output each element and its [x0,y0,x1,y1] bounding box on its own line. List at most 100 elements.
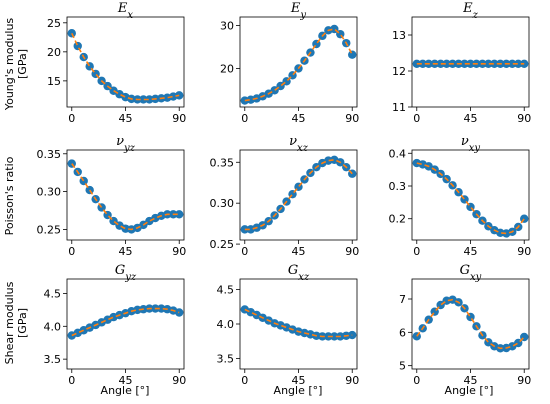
y-tick-label: 12 [392,65,406,78]
x-tick-label: 0 [413,374,420,387]
data-point [175,210,184,219]
panel-nu-xz: νxz 0 45 90 0.25 0.30 0.35 [210,134,360,258]
data-point [67,29,76,38]
x-tick-label: 45 [119,112,133,125]
data-point [348,330,357,340]
y-tick-label: 5 [399,360,406,373]
data-point [175,308,184,317]
panel-e-z: Ez 0 45 90 11 12 13 [392,1,531,125]
panel-nu-yz: νyz 0 45 90 0.25 0.30 0.35 [37,134,187,258]
y-tick-label: 0.3 [389,180,407,193]
y-tick-label: 0.35 [210,156,235,169]
y-tick-label: 20 [47,46,61,59]
series-line [244,308,353,338]
data-point [412,59,421,68]
x-tick-label: 90 [172,245,186,258]
x-tick-label: 90 [517,374,531,387]
y-tick-label: 4.5 [44,287,62,300]
data-point [139,95,148,104]
x-tick-label: 90 [345,374,359,387]
x-tick-label: 90 [517,245,531,258]
panel-g-xz: Gxz 0 45 90 3.5 4.0 4.5 [217,263,360,387]
y-tick-label: 0.25 [37,223,62,236]
panel-e-y: Ey 0 45 90 20 30 [220,1,359,125]
x-tick-label: 90 [172,112,186,125]
row-label-shear-line1: Shear modulus [3,281,16,364]
data-point [73,41,82,51]
y-tick-label: 6 [399,326,406,339]
series-line [416,162,525,235]
x-tick-label: 45 [464,245,478,258]
row-label-young-line2: [GPa] [16,49,29,79]
x-tick-label: 0 [413,245,420,258]
panel-title: νxz [289,134,309,154]
data-point [79,176,88,186]
panel-title: νxy [461,134,481,154]
x-tick-label: 90 [517,112,531,125]
axes-frame [411,149,530,241]
series-line [71,307,180,337]
series-line [71,163,180,231]
y-tick-label: 7 [399,293,406,306]
data-point [484,59,493,68]
data-point [330,332,339,341]
data-point [466,59,475,68]
row-label-young-line1: Young's modulus [3,18,16,112]
x-tick-label: 0 [68,245,75,258]
y-tick-label: 4.0 [44,320,62,333]
x-tick-label: 0 [68,112,75,125]
y-tick-label: 0.35 [37,148,62,161]
xlabel-col3: Angle [°] [445,384,494,397]
panel-title: Ez [462,1,479,21]
row-label-poisson: Poisson's ratio [3,156,16,235]
axes-frame [239,16,358,108]
x-tick-label: 0 [68,374,75,387]
x-tick-label: 45 [464,112,478,125]
x-tick-label: 45 [119,374,133,387]
series-line [71,32,180,101]
panel-title: Gxy [460,263,482,283]
data-point [508,59,517,68]
axes-frame [411,16,530,108]
y-tick-label: 13 [392,29,406,42]
data-point [520,59,529,68]
data-point [514,59,523,68]
data-point [175,91,184,100]
x-tick-label: 45 [292,112,306,125]
panel-title: Ex [117,1,134,21]
data-point [240,225,249,234]
y-tick-label: 4.5 [217,283,235,296]
y-tick-label: 0.25 [210,238,235,251]
series-line [244,158,353,231]
x-tick-label: 0 [413,112,420,125]
panel-nu-xy: νxy 0 45 90 0.2 0.3 0.4 [389,134,532,258]
xlabel-col2: Angle [°] [274,384,323,397]
axes-frame [411,278,530,370]
axes-frame [66,16,185,108]
x-tick-label: 0 [241,374,248,387]
data-point [418,59,427,68]
x-tick-label: 0 [241,112,248,125]
y-tick-label: 30 [220,20,234,33]
y-tick-label: 15 [47,75,61,88]
data-point [442,59,451,68]
panel-g-xy: Gxy 0 45 90 5 6 7 [399,263,531,387]
x-tick-label: 90 [172,374,186,387]
x-tick-label: 45 [464,374,478,387]
data-point [348,50,357,59]
y-tick-label: 3.5 [217,353,235,366]
y-tick-label: 4.0 [217,318,235,331]
x-tick-label: 45 [292,374,306,387]
data-point [436,59,445,68]
y-tick-label: 11 [392,101,406,114]
panel-title: Gxz [288,263,310,283]
y-tick-label: 25 [47,17,61,30]
panel-title: Gyz [115,263,137,283]
axes-frame [66,149,185,241]
x-tick-label: 0 [241,245,248,258]
panel-e-x: Ex 0 45 90 15 20 25 [47,1,186,125]
y-tick-label: 0.30 [37,186,62,199]
axes-frame [239,149,358,241]
series-line [244,28,353,102]
